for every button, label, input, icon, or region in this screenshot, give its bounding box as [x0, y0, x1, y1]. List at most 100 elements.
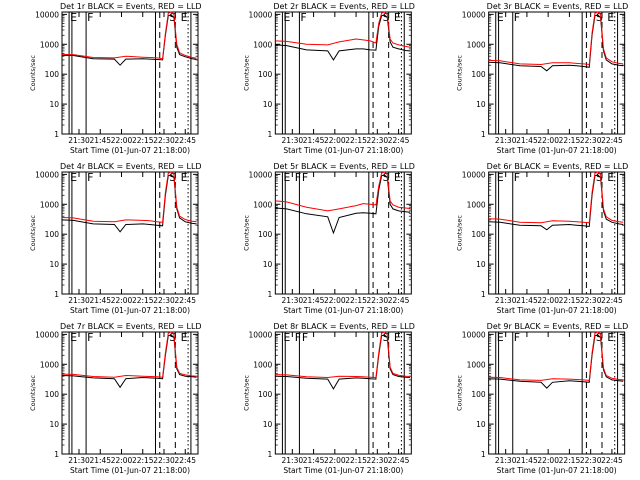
x-tick-label: 21:30 [68, 456, 90, 465]
event-marker-label: E [181, 11, 188, 24]
lld-series-line [488, 11, 624, 66]
event-marker-label: E [497, 171, 504, 184]
event-marker-label: E [497, 11, 504, 24]
x-tick-label: 22:45 [174, 136, 196, 145]
event-marker-label: F [514, 171, 520, 184]
x-tick-label: 21:45 [89, 456, 111, 465]
panel-title: Det 2r BLACK = Events, RED = LLD [273, 2, 415, 11]
events-series-line [488, 174, 624, 231]
y-tick-label: 1 [268, 130, 273, 139]
event-marker-label: E [70, 171, 77, 184]
y-tick-label: 10000 [35, 10, 59, 19]
x-tick-label: 22:30 [367, 296, 389, 305]
x-tick-label: 22:45 [388, 456, 410, 465]
event-marker-label: F [514, 331, 520, 344]
y-tick-label: 10 [263, 260, 273, 269]
x-tick-label: 22:15 [559, 456, 581, 465]
x-tick-label: 22:00 [537, 136, 559, 145]
y-axis-label: Counts/sec [29, 215, 37, 251]
event-marker-label: E [497, 331, 504, 344]
plot-frame [488, 171, 626, 295]
event-marker-label: E [181, 331, 188, 344]
detector-panel: Det 8r BLACK = Events, RED = LLD 1 10 100 10… [242, 322, 415, 475]
x-tick-label: 21:45 [303, 456, 325, 465]
y-tick-label: 10000 [35, 330, 59, 339]
x-tick-label: 22:30 [153, 136, 175, 145]
x-tick-label: 21:30 [495, 456, 517, 465]
event-marker-label: F [87, 171, 93, 184]
x-tick-label: 22:45 [174, 456, 196, 465]
x-tick-label: 22:15 [132, 136, 154, 145]
detector-panel: Det 6r BLACK = Events, RED = LLD 1 10 100 10… [456, 162, 629, 315]
y-tick-label: 100 [45, 230, 60, 239]
events-series-line [275, 334, 410, 390]
x-tick-label: 21:30 [68, 136, 90, 145]
y-axis-label: Counts/sec [29, 375, 37, 411]
x-tick-label: 21:45 [303, 296, 325, 305]
events-series-line [488, 334, 624, 389]
y-tick-label: 1000 [467, 360, 486, 369]
y-tick-label: 100 [471, 390, 486, 399]
event-marker-label: S [383, 171, 390, 184]
x-axis-label: Start Time (01-Jun-07 21:18:00) [497, 466, 617, 475]
event-marker-label: F [295, 171, 301, 184]
x-tick-label: 21:45 [89, 296, 111, 305]
y-tick-label: 1000 [40, 360, 59, 369]
x-tick-label: 22:00 [324, 456, 346, 465]
panel-title: Det 5r BLACK = Events, RED = LLD [273, 162, 415, 171]
y-tick-label: 1 [481, 290, 486, 299]
event-marker-label: E [283, 331, 290, 344]
x-tick-label: 22:45 [174, 296, 196, 305]
detector-panel: Det 5r BLACK = Events, RED = LLD 1 10 100 10… [242, 162, 415, 315]
events-series-line [61, 174, 197, 233]
x-tick-label: 22:15 [345, 456, 367, 465]
y-tick-label: 100 [45, 70, 60, 79]
x-tick-label: 21:30 [68, 296, 90, 305]
y-tick-label: 1 [268, 290, 273, 299]
lld-series-line [61, 11, 197, 60]
y-tick-label: 1 [481, 130, 486, 139]
x-tick-label: 22:45 [601, 456, 623, 465]
event-marker-label: S [596, 11, 603, 24]
y-tick-label: 1000 [40, 200, 59, 209]
x-tick-label: 21:30 [282, 136, 304, 145]
event-marker-label: F [514, 11, 520, 24]
lld-series-line [61, 171, 197, 223]
x-tick-label: 21:45 [303, 136, 325, 145]
x-tick-label: 22:30 [580, 456, 602, 465]
x-tick-label: 22:45 [601, 136, 623, 145]
detector-panel: Det 3r BLACK = Events, RED = LLD 1 10 100 10… [456, 2, 629, 155]
panel-title: Det 7r BLACK = Events, RED = LLD [60, 322, 202, 331]
y-tick-label: 10000 [462, 330, 486, 339]
y-tick-label: 10 [49, 100, 59, 109]
plot-frame [274, 11, 412, 135]
plot-frame [488, 11, 626, 135]
event-marker-label: S [169, 171, 176, 184]
x-tick-label: 22:00 [111, 456, 133, 465]
event-marker-label: E [70, 331, 77, 344]
y-tick-label: 100 [258, 70, 273, 79]
y-tick-label: 10000 [248, 10, 272, 19]
y-tick-label: 100 [471, 70, 486, 79]
event-marker-label: E [607, 11, 614, 24]
y-tick-label: 10 [263, 420, 273, 429]
y-tick-label: 1 [481, 450, 486, 459]
event-marker-label: E [181, 171, 188, 184]
y-tick-label: 100 [258, 390, 273, 399]
y-tick-label: 1000 [253, 200, 272, 209]
x-tick-label: 22:30 [367, 136, 389, 145]
x-tick-label: 22:15 [132, 456, 154, 465]
events-series-line [488, 14, 624, 72]
event-marker-label: E [70, 11, 77, 24]
y-tick-label: 10 [263, 100, 273, 109]
x-tick-label: 22:00 [111, 136, 133, 145]
x-tick-label: 22:45 [601, 296, 623, 305]
x-axis-label: Start Time (01-Jun-07 21:18:00) [497, 306, 617, 315]
x-tick-label: 22:45 [388, 296, 410, 305]
event-marker-label: S [596, 171, 603, 184]
event-marker-label: E [607, 171, 614, 184]
panel-title: Det 4r BLACK = Events, RED = LLD [60, 162, 202, 171]
y-tick-label: 10 [476, 260, 486, 269]
x-tick-label: 22:15 [345, 136, 367, 145]
x-tick-label: 22:00 [111, 296, 133, 305]
